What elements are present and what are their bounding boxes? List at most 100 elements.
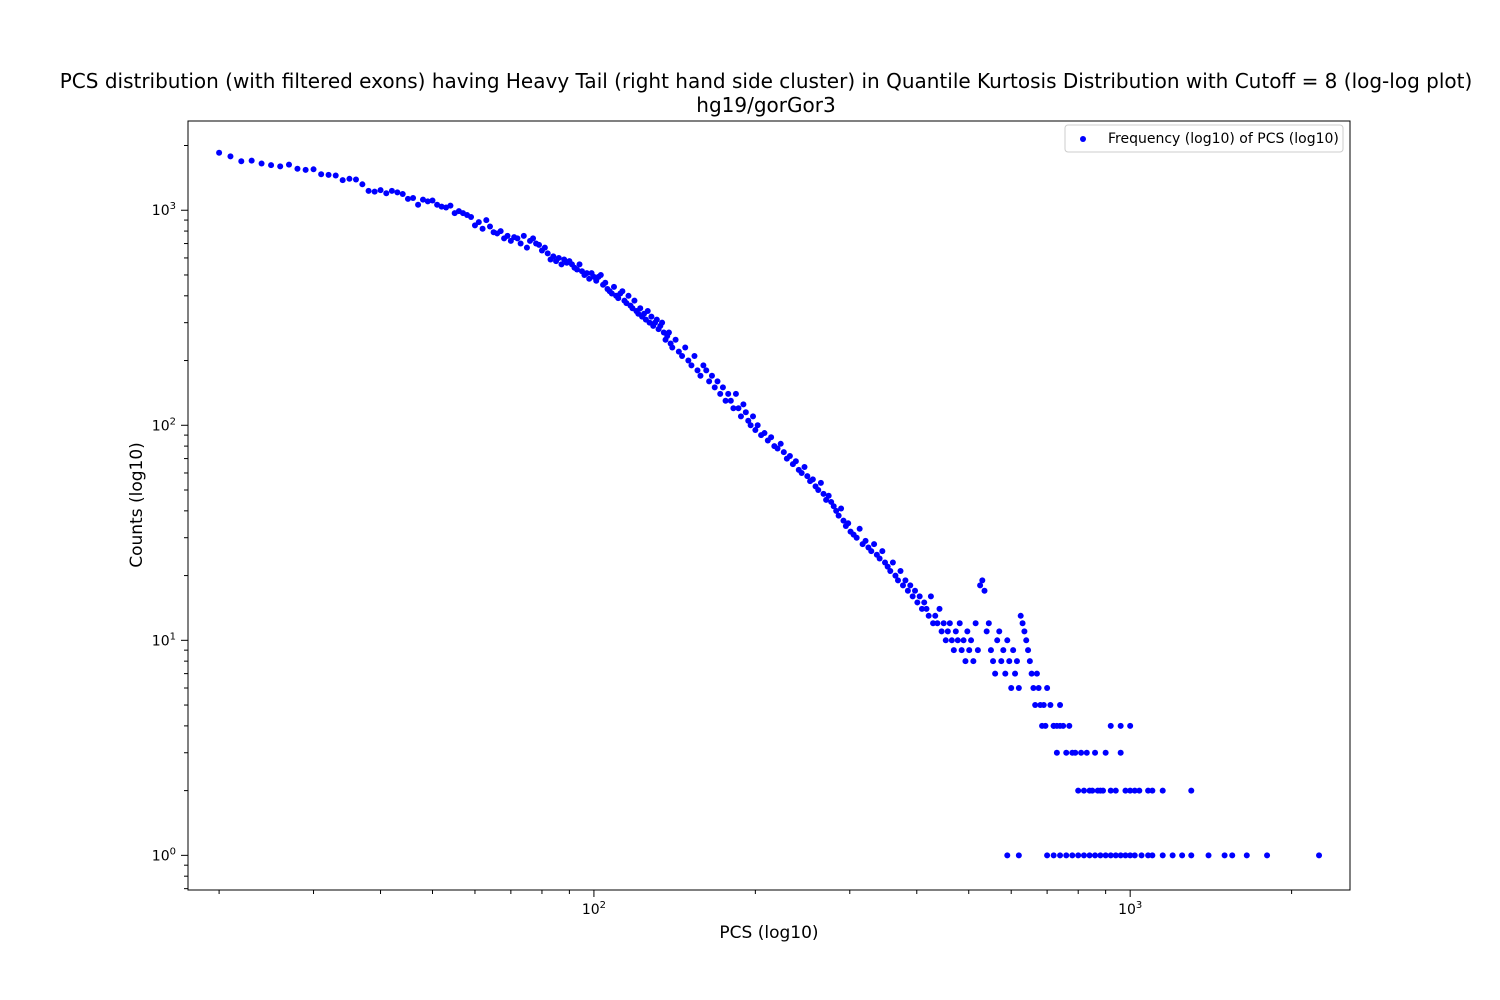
- data-point: [419, 196, 426, 203]
- data-point: [1044, 685, 1051, 692]
- data-point: [479, 225, 486, 232]
- data-point: [1188, 852, 1195, 859]
- data-point: [404, 195, 411, 202]
- data-point: [1205, 852, 1212, 859]
- data-point: [703, 367, 710, 374]
- data-point: [889, 559, 896, 566]
- data-point: [942, 637, 949, 644]
- data-point: [761, 430, 768, 437]
- data-point: [216, 149, 223, 156]
- data-point: [938, 628, 945, 635]
- data-point: [648, 313, 655, 320]
- data-point: [932, 612, 939, 619]
- data-point: [1053, 749, 1060, 756]
- data-point: [486, 223, 493, 230]
- data-point: [619, 288, 626, 295]
- data-point: [415, 201, 422, 208]
- data-point: [697, 372, 704, 379]
- data-point: [792, 458, 799, 465]
- data-point: [927, 593, 934, 600]
- data-point: [541, 244, 548, 251]
- x-axis-ticks: 102 103: [218, 890, 1293, 918]
- data-point: [1107, 787, 1114, 794]
- data-point: [1004, 852, 1011, 859]
- data-point: [586, 275, 593, 282]
- data-point: [1063, 749, 1070, 756]
- data-point: [679, 352, 686, 359]
- data-point: [615, 295, 622, 302]
- data-point: [1080, 852, 1087, 859]
- data-point: [302, 166, 309, 173]
- data-point: [994, 637, 1001, 644]
- data-point: [944, 628, 951, 635]
- y-tick-label: 100: [152, 846, 176, 864]
- data-point: [711, 384, 718, 391]
- data-point: [517, 240, 524, 247]
- data-point: [923, 605, 930, 612]
- data-point: [809, 476, 816, 483]
- data-point: [1033, 670, 1040, 677]
- chart-title: PCS distribution (with filtered exons) h…: [60, 69, 1473, 93]
- data-point: [987, 647, 994, 654]
- data-point: [504, 232, 511, 239]
- data-point: [583, 270, 590, 277]
- data-point: [555, 254, 562, 261]
- data-point: [1023, 637, 1030, 644]
- data-point: [325, 171, 332, 178]
- data-point: [862, 537, 869, 544]
- data-point: [871, 541, 878, 548]
- data-point: [952, 628, 959, 635]
- data-point: [899, 582, 906, 589]
- data-point: [804, 473, 811, 480]
- data-point: [750, 413, 757, 420]
- data-point: [747, 422, 754, 429]
- data-point: [1089, 787, 1096, 794]
- data-point: [892, 572, 899, 579]
- data-point: [912, 587, 919, 594]
- data-point: [752, 427, 759, 434]
- data-point: [1107, 852, 1114, 859]
- data-point: [948, 637, 955, 644]
- data-point: [1080, 787, 1087, 794]
- data-point: [1179, 852, 1186, 859]
- data-point: [399, 190, 406, 197]
- data-point: [602, 279, 609, 286]
- data-point: [1006, 658, 1013, 665]
- data-point: [983, 628, 990, 635]
- data-point: [1159, 852, 1166, 859]
- data-point: [714, 378, 721, 385]
- data-point: [1092, 852, 1099, 859]
- data-point: [828, 498, 835, 505]
- data-point: [1169, 852, 1176, 859]
- data-point: [970, 658, 977, 665]
- data-point: [876, 555, 883, 562]
- data-point: [1221, 852, 1228, 859]
- data-point: [1122, 852, 1129, 859]
- data-point: [838, 505, 845, 512]
- x-tick-label: 102: [582, 900, 606, 918]
- data-point: [1131, 852, 1138, 859]
- data-point: [497, 228, 504, 235]
- data-point: [1117, 722, 1124, 729]
- data-point: [310, 166, 317, 173]
- data-point: [1013, 658, 1020, 665]
- data-point: [1100, 787, 1107, 794]
- data-point: [1145, 787, 1152, 794]
- data-point: [1026, 658, 1033, 665]
- data-point: [530, 235, 537, 242]
- data-point: [985, 620, 992, 627]
- data-point: [631, 297, 638, 304]
- data-point: [798, 469, 805, 476]
- data-point: [840, 517, 847, 524]
- data-point: [930, 620, 937, 627]
- data-point: [1127, 722, 1134, 729]
- data-point: [1122, 787, 1129, 794]
- data-point: [972, 620, 979, 627]
- legend-box: [1064, 124, 1344, 153]
- data-point: [1066, 722, 1073, 729]
- data-point: [383, 190, 390, 197]
- data-point: [740, 401, 747, 408]
- data-point: [856, 525, 863, 532]
- data-point: [730, 405, 737, 412]
- data-point: [318, 171, 325, 178]
